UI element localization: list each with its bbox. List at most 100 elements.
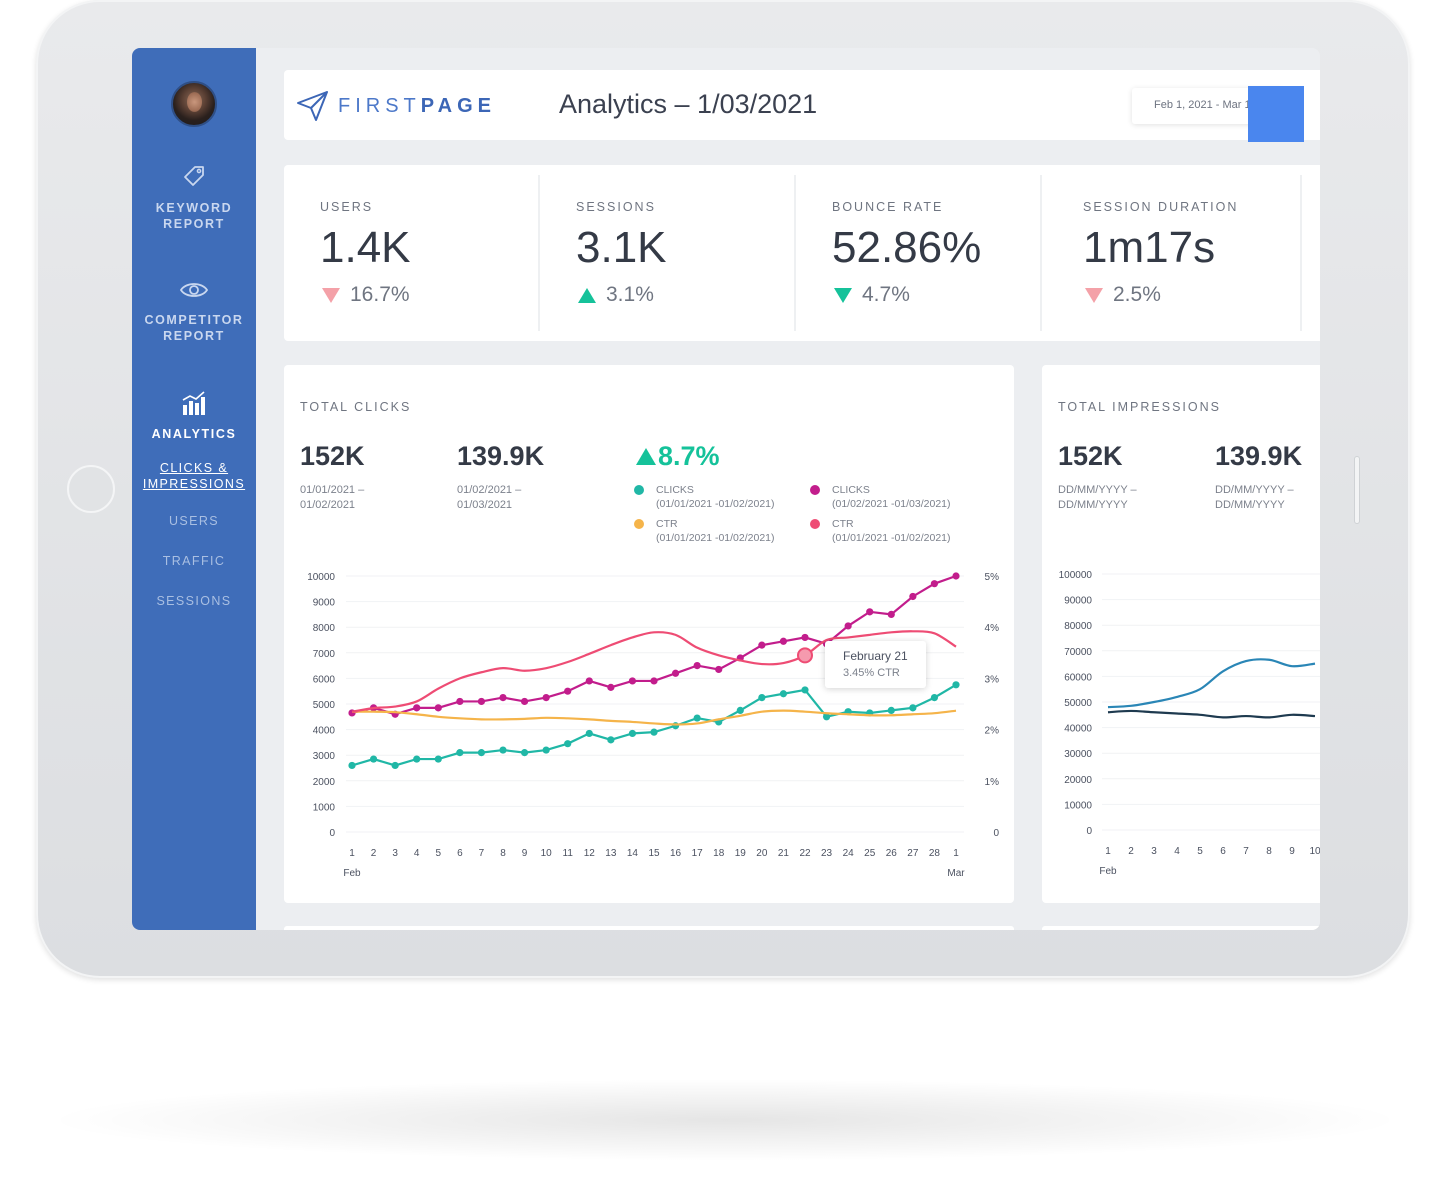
logo-text-page: PAGE (420, 94, 496, 117)
legend-dot (810, 519, 820, 529)
x-tick-label: 7 (479, 848, 485, 859)
total-clicks-chart[interactable]: 0100020003000400050006000700080009000100… (284, 365, 1014, 903)
chart-tooltip: February 21 3.45% CTR (825, 641, 926, 688)
y2-tick-label: 5% (985, 572, 1000, 583)
y-tick-label: 1000 (313, 802, 336, 813)
sidebar-item-label: KEYWORD REPORT (155, 201, 233, 231)
x-tick-label: 23 (821, 848, 833, 859)
y-tick-label: 10000 (307, 572, 335, 583)
card-title: TOTAL IMPRESSIONS (1058, 400, 1221, 414)
x-tick-label: 9 (522, 848, 528, 859)
sidebar-subitem-traffic[interactable]: TRAFFIC (162, 554, 226, 568)
data-point (693, 714, 701, 722)
data-point (909, 592, 917, 601)
x-tick-label: 25 (864, 848, 876, 859)
data-point (607, 736, 615, 744)
divider (794, 175, 796, 331)
y2-tick-label: 3% (985, 674, 1000, 685)
legend-item[interactable]: CLICKS (01/01/2021 -01/02/2021) (634, 483, 775, 511)
tablet-shadow (60, 1080, 1390, 1160)
y-tick-label: 20000 (1064, 775, 1092, 786)
y-tick-label: 0 (1086, 826, 1092, 837)
kpi-value: 3.1K (576, 223, 667, 272)
data-point (499, 746, 507, 754)
x-tick-label: 21 (778, 848, 790, 859)
y-tick-label: 100000 (1059, 570, 1093, 581)
data-point (499, 694, 507, 702)
data-point (434, 755, 442, 763)
legend-dot (634, 519, 644, 529)
data-point (650, 677, 658, 685)
data-point (585, 677, 593, 685)
y-tick-label: 9000 (313, 598, 336, 609)
next-card-edge (1042, 926, 1320, 930)
data-point (477, 749, 486, 757)
kpi-change-value: 4.7% (862, 283, 910, 306)
data-point (887, 706, 895, 714)
x-tick-label: 26 (886, 848, 898, 859)
y-tick-label: 10000 (1064, 800, 1092, 811)
x-tick-label: 24 (843, 848, 855, 859)
y-tick-label: 80000 (1064, 621, 1092, 632)
sidebar-item-label: COMPETITOR REPORT (144, 313, 244, 343)
stat-range-current: DD/MM/YYYY – DD/MM/YYYY (1215, 484, 1294, 511)
kpi-session-duration: SESSION DURATION 1m17s 2.5% (1047, 165, 1307, 341)
kpi-change: 4.7% (834, 283, 910, 307)
kpi-label: SESSION DURATION (1083, 200, 1239, 214)
stat-change-value: 8.7% (658, 441, 720, 471)
header: FIRSTPAGE Analytics – 1/03/2021 Feb 1, 2… (284, 70, 1320, 142)
data-point (952, 681, 960, 689)
data-point (413, 704, 421, 712)
data-point (348, 761, 356, 770)
sidebar-subitem-users[interactable]: USERS (168, 514, 220, 528)
x-tick-label: 17 (692, 848, 704, 859)
kpi-value: 52.86% (832, 223, 982, 272)
y2-tick-label: 0 (993, 828, 999, 839)
y-tick-label: 7000 (313, 649, 336, 660)
x-tick-label: 4 (414, 848, 420, 859)
kpi-label: SESSIONS (576, 200, 656, 214)
data-point (822, 713, 831, 721)
data-point (866, 608, 874, 616)
y-tick-label: 0 (329, 828, 335, 839)
y-tick-label: 50000 (1064, 698, 1092, 709)
firstpage-logo[interactable]: FIRSTPAGE (296, 86, 496, 126)
sidebar-subitem-clicks-impressions[interactable]: CLICKS & IMPRESSIONS (142, 461, 246, 491)
x-tick-label: 2 (371, 848, 377, 859)
trend-down-icon (834, 287, 852, 303)
x-group-label: Feb (1099, 866, 1117, 877)
data-point (520, 749, 529, 757)
divider (538, 175, 540, 331)
series-line-3 (351, 630, 957, 713)
stat-range-current: 01/02/2021 – 01/03/2021 (457, 484, 522, 511)
avatar[interactable] (171, 81, 217, 127)
x-tick-label: 5 (436, 848, 442, 859)
data-point (779, 637, 788, 645)
tablet-screen: KEYWORD REPORT COMPETITOR REPORT ANALYTI… (132, 48, 1320, 930)
next-card-edge (284, 926, 1014, 930)
legend-item[interactable]: CTR (01/01/2021 -01/02/2021) (634, 517, 775, 545)
data-point (456, 697, 464, 706)
sidebar-subitem-sessions[interactable]: SESSIONS (156, 594, 232, 608)
total-impressions-chart[interactable]: 0 10000 20000 30000 40000 50000 60000 70000 8000… (1042, 365, 1320, 903)
sidebar-item-competitor-report[interactable]: COMPETITOR REPORT (132, 274, 256, 344)
sidebar-item-label: ANALYTICS (151, 427, 237, 441)
x-tick-label: 16 (670, 848, 682, 859)
x-tick-label: 8 (1266, 846, 1272, 857)
divider (1040, 175, 1042, 331)
x-tick-label: 18 (713, 848, 725, 859)
sidebar-item-analytics[interactable]: ANALYTICS (132, 388, 256, 442)
legend-item[interactable]: CTR (01/01/2021 -01/02/2021) (810, 517, 951, 545)
series-line-1 (1107, 709, 1316, 719)
sidebar-item-keyword-report[interactable]: KEYWORD REPORT (132, 162, 256, 232)
y2-tick-label: 4% (985, 623, 1000, 634)
date-picker-button[interactable] (1248, 86, 1304, 142)
kpi-change-value: 3.1% (606, 283, 654, 306)
sidebar: KEYWORD REPORT COMPETITOR REPORT ANALYTI… (132, 48, 256, 930)
data-point (671, 669, 680, 677)
data-point (758, 694, 766, 702)
legend-item[interactable]: CLICKS (01/02/2021 -01/03/2021) (810, 483, 951, 511)
legend-label: CLICKS (01/01/2021 -01/02/2021) (656, 484, 775, 510)
stat-value-previous: 152K (1058, 441, 1123, 471)
total-clicks-card: TOTAL CLICKS 152K 01/01/2021 – 01/02/202… (284, 365, 1014, 903)
